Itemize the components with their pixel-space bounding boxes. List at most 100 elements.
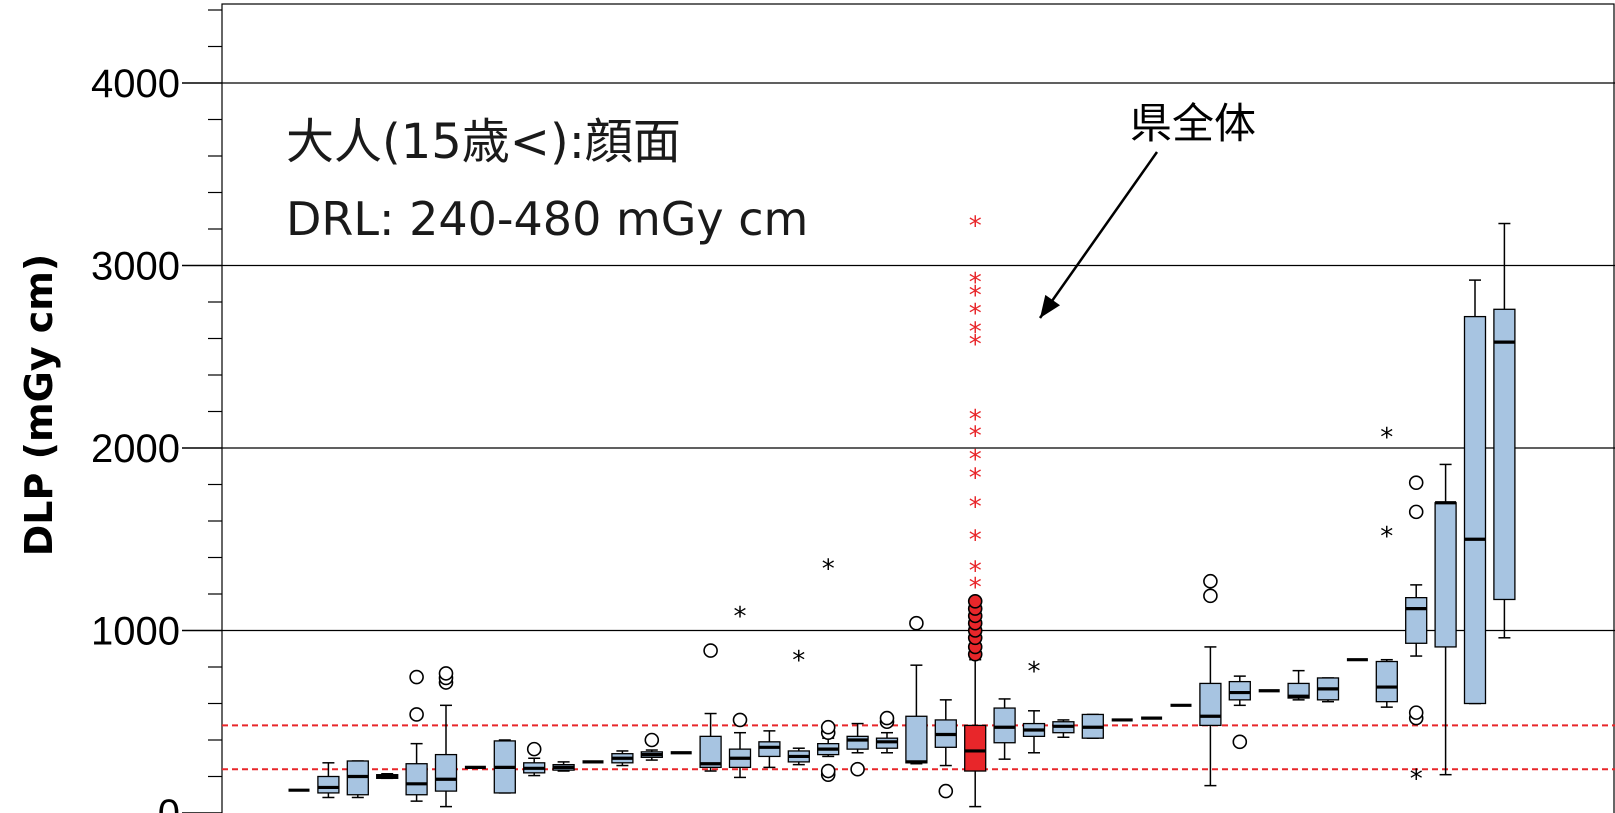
outlier-point	[1232, 734, 1248, 750]
outlier-point	[879, 710, 895, 726]
outlier-point	[732, 712, 748, 728]
outlier-point	[1408, 475, 1424, 490]
chart-subtitle: DRL: 240-480 mGy cm	[286, 192, 808, 246]
box-40	[1434, 463, 1457, 776]
box-20	[846, 722, 869, 777]
box-23	[934, 699, 957, 799]
boxes: *********************	[288, 212, 1516, 808]
extreme-point: *	[1410, 765, 1423, 795]
box-35	[1287, 669, 1310, 701]
box-body	[905, 715, 928, 764]
box-body	[699, 735, 722, 769]
box-body	[1434, 502, 1457, 648]
y-tick-label: 1000	[91, 610, 180, 654]
box-body	[1493, 308, 1516, 601]
box-10	[552, 761, 575, 772]
y-tick-label: 3000	[91, 245, 180, 289]
box-3	[346, 760, 369, 799]
extreme-point: *	[969, 317, 982, 347]
box-28	[1081, 713, 1104, 739]
extreme-point: *	[969, 212, 982, 242]
annotation-arrow-shaft	[1038, 151, 1159, 319]
box-26: *	[1022, 657, 1046, 754]
box-body	[1228, 680, 1251, 701]
outlier-point	[526, 741, 542, 757]
outlier-point	[820, 763, 836, 779]
outlier-point	[409, 707, 424, 722]
extreme-point: *	[822, 555, 835, 585]
outlier-point	[409, 669, 424, 685]
box-42	[1493, 222, 1516, 639]
outlier-point	[644, 732, 660, 748]
chart-title: 大人(15歳<):顔面	[286, 114, 681, 170]
extreme-point: *	[969, 421, 982, 451]
box-36	[1316, 677, 1340, 703]
box-body	[1463, 315, 1487, 705]
outlier-point	[1408, 504, 1424, 520]
extreme-point: *	[969, 281, 982, 311]
box-2	[317, 762, 340, 799]
annotation-arrow-head	[1040, 294, 1061, 318]
box-32	[1199, 573, 1222, 787]
outlier-point	[1203, 573, 1218, 589]
outlier-point	[703, 643, 718, 658]
box-8	[493, 739, 516, 794]
extreme-point: *	[969, 445, 982, 475]
annotation-label: 県全体	[1130, 99, 1256, 148]
box-41	[1463, 279, 1487, 705]
box-body	[1199, 682, 1222, 727]
box-17	[758, 730, 781, 769]
y-tick-label: 0	[158, 792, 180, 813]
box-21	[875, 710, 899, 754]
box-18: *	[787, 646, 810, 766]
box-39: *	[1405, 475, 1428, 795]
outlier-point	[938, 783, 954, 799]
extreme-point: *	[969, 525, 982, 555]
outlier-point	[1408, 705, 1424, 720]
box-33	[1228, 675, 1251, 750]
outlier-point	[850, 761, 865, 777]
extreme-point: *	[1028, 657, 1041, 687]
box-12	[611, 750, 634, 767]
box-9	[523, 741, 546, 777]
box-13	[640, 732, 663, 761]
extreme-point: *	[1380, 423, 1393, 453]
outlier-point	[1203, 588, 1218, 604]
box-4	[376, 773, 399, 780]
box-body	[405, 763, 428, 796]
box-overall: **************	[964, 212, 987, 808]
y-axis-label: DLP (mGy cm)	[17, 254, 61, 556]
box-body	[846, 735, 869, 750]
box-body	[317, 775, 340, 794]
box-22	[905, 615, 928, 765]
extreme-point: *	[969, 330, 982, 360]
box-5	[405, 669, 428, 802]
grid-lines	[221, 3, 1615, 813]
box-body	[964, 724, 987, 772]
outlier-point	[967, 593, 983, 609]
extreme-point: *	[969, 463, 982, 493]
extreme-point: *	[1380, 522, 1393, 552]
extreme-point: *	[969, 556, 982, 586]
box-38: **	[1375, 423, 1398, 708]
extreme-point: *	[969, 493, 982, 523]
outlier-point	[438, 666, 454, 681]
outlier-point	[909, 615, 924, 631]
annotation-arrow	[1038, 151, 1159, 319]
y-tick-labels: 0 1000 2000 3000 4000	[91, 62, 180, 813]
box-6	[434, 666, 458, 808]
box-16: *	[728, 602, 752, 779]
box-15	[699, 643, 722, 772]
box-body	[993, 707, 1016, 744]
y-axis	[182, 9, 222, 813]
outlier-point	[820, 719, 836, 735]
box-body	[1375, 660, 1398, 703]
box-25	[993, 698, 1016, 760]
box-19: *	[817, 555, 840, 782]
y-tick-label: 2000	[91, 427, 180, 471]
extreme-point: *	[969, 299, 982, 329]
extreme-point: *	[734, 602, 747, 632]
box-27	[1052, 719, 1075, 739]
extreme-point: *	[792, 646, 805, 676]
